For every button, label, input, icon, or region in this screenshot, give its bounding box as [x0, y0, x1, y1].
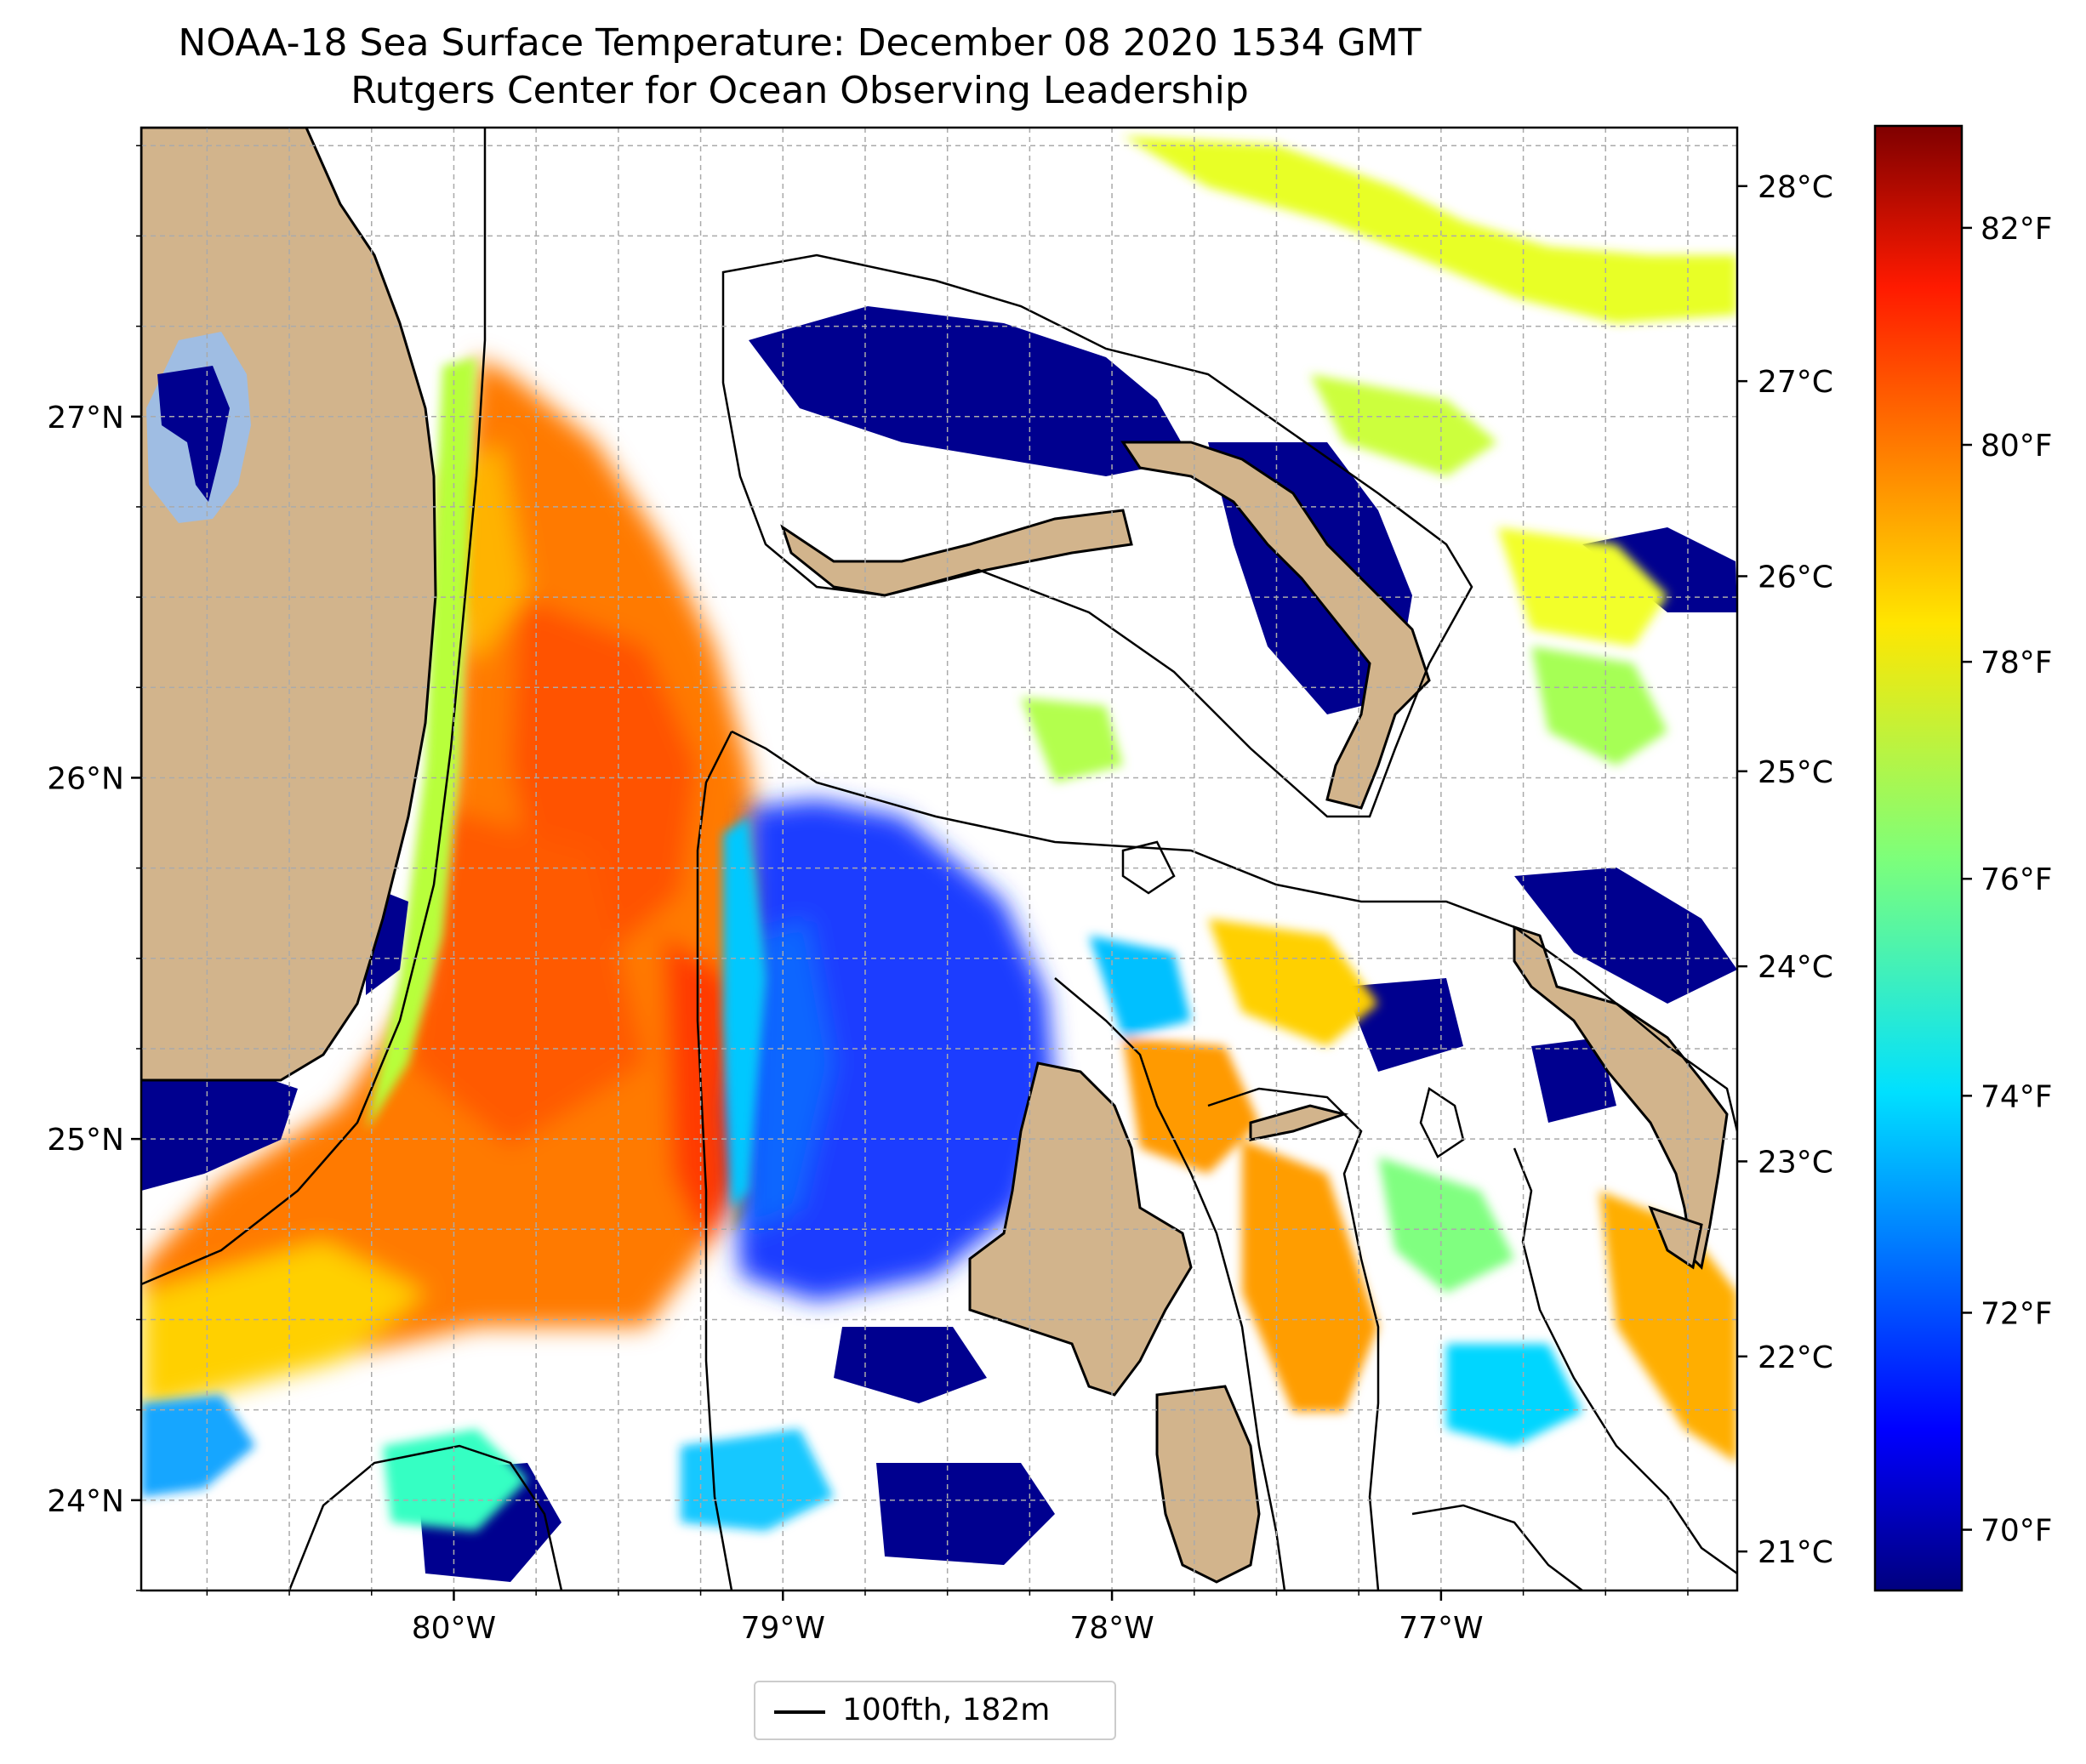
cat-island-land	[1648, 1205, 1703, 1270]
lat-tick-label: 24°N	[47, 1484, 124, 1519]
legend-label: 100fth, 182m	[842, 1693, 1051, 1727]
isobath-100fth	[141, 128, 1737, 1590]
fahrenheit-axis: 82°F 80°F 78°F 76°F 74°F 72°F 70°F	[1962, 212, 2053, 1549]
lon-tick-label: 80°W	[412, 1611, 496, 1646]
fahrenheit-tick-label: 74°F	[1981, 1079, 2053, 1114]
fahrenheit-tick-label: 72°F	[1981, 1296, 2053, 1331]
colorbar	[1873, 124, 1963, 1592]
sst-field	[141, 128, 1737, 1590]
celsius-tick-label: 24°C	[1758, 950, 1833, 985]
fahrenheit-tick-label: 82°F	[1981, 212, 2053, 247]
celsius-tick-label: 25°C	[1758, 755, 1833, 790]
celsius-tick-label: 28°C	[1758, 170, 1833, 205]
map-title: NOAA-18 Sea Surface Temperature: Decembe…	[178, 21, 1422, 65]
fahrenheit-tick-label: 76°F	[1981, 862, 2053, 897]
celsius-tick-label: 27°C	[1758, 365, 1833, 400]
lon-tick-label: 79°W	[741, 1611, 825, 1646]
lake-cold-signal	[157, 366, 230, 502]
longitude-axis: 80°W 79°W 78°W 77°W	[206, 1590, 1689, 1646]
celsius-tick-label: 23°C	[1758, 1145, 1833, 1180]
legend: 100fth, 182m	[754, 1681, 1116, 1740]
new-providence-land	[1249, 1104, 1349, 1141]
cold-front-edge	[723, 817, 766, 1208]
map-frame	[140, 126, 1739, 1592]
celsius-tick-label: 22°C	[1758, 1340, 1833, 1375]
cold-water-tongue	[732, 799, 1055, 1301]
fahrenheit-tick-label: 80°F	[1981, 429, 2053, 464]
fahrenheit-tick-label: 70°F	[1981, 1514, 2053, 1549]
south-andros-land	[1155, 1385, 1261, 1584]
lat-tick-label: 25°N	[47, 1123, 124, 1158]
lat-tick-label: 27°N	[47, 401, 124, 435]
fahrenheit-tick-label: 78°F	[1981, 646, 2053, 680]
map-subtitle: Rutgers Center for Ocean Observing Leade…	[351, 69, 1249, 112]
celsius-tick-label: 26°C	[1758, 560, 1833, 595]
grand-bahama-land	[780, 509, 1133, 597]
lat-tick-label: 26°N	[47, 761, 124, 796]
latitude-axis: 27°N 26°N 25°N 24°N	[47, 145, 141, 1591]
lon-tick-label: 78°W	[1069, 1611, 1154, 1646]
celsius-tick-label: 21°C	[1758, 1535, 1833, 1570]
legend-line-swatch	[774, 1710, 825, 1714]
lon-tick-label: 77°W	[1399, 1611, 1483, 1646]
gridlines	[141, 128, 1737, 1590]
celsius-axis: 28°C 27°C 26°C 25°C 24°C 23°C 22°C 21°C	[1737, 170, 1833, 1570]
